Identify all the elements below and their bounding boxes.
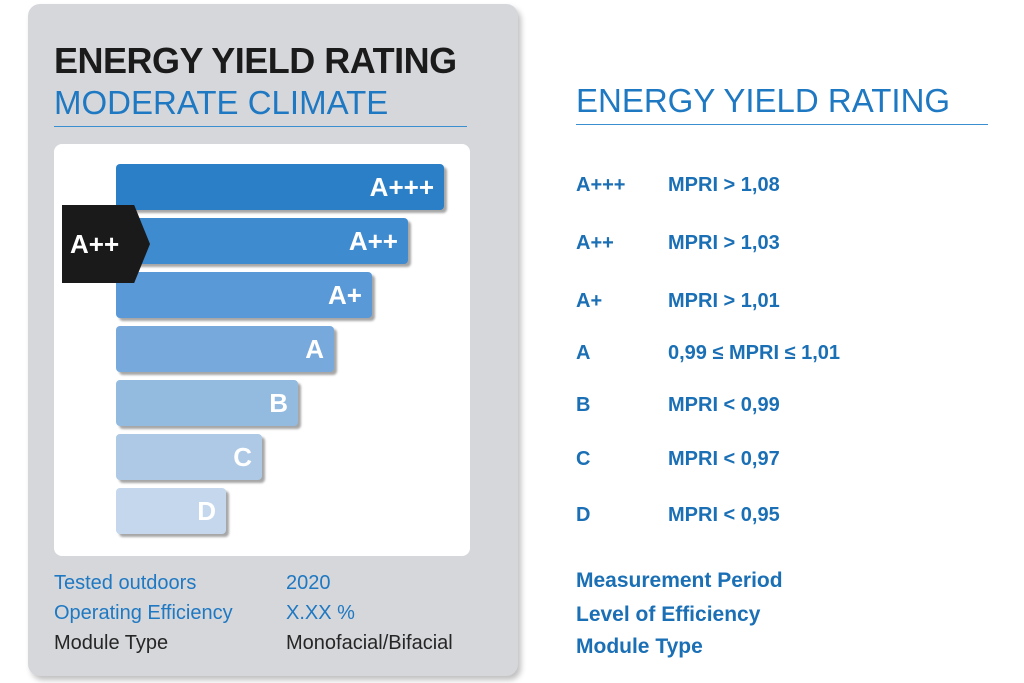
info-label: Module Type [54,632,169,654]
legend-threshold: MPRI < 0,97 [668,448,780,470]
legend-field-module-type: Module Type [576,635,703,658]
legend-grade: A++ [576,232,614,254]
rating-bar-d: D [116,488,226,534]
rating-bar-a: A [116,326,334,372]
rating-bar-a-plus-plus: A++ [116,218,408,264]
info-value: Monofacial/Bifacial [286,632,453,654]
rating-scale-panel: A+++ A++ A+ A B C D [54,144,470,556]
info-label: Operating Efficiency [54,602,233,624]
legend-threshold: MPRI > 1,08 [668,174,780,196]
legend-grade: D [576,504,591,526]
legend-threshold: MPRI > 1,01 [668,290,780,312]
legend-threshold: MPRI < 0,99 [668,394,780,416]
legend-field-level-of-efficiency: Level of Efficiency [576,603,761,626]
info-label: Tested outdoors [54,572,197,594]
legend-grade: A+++ [576,174,626,196]
legend-divider [576,124,988,125]
rating-bar-c: C [116,434,262,480]
legend-grade: B [576,394,591,416]
rating-bar-b: B [116,380,298,426]
rating-bar-a-plus-plus-plus: A+++ [116,164,444,210]
label-title: ENERGY YIELD RATING [54,40,457,81]
current-rating-arrow: A++ [62,205,150,283]
rating-bar-a-plus: A+ [116,272,372,318]
energy-label-card: ENERGY YIELD RATING MODERATE CLIMATE A++… [28,4,518,676]
legend-title: ENERGY YIELD RATING [576,82,951,119]
label-subtitle: MODERATE CLIMATE [54,84,389,121]
legend-threshold: MPRI > 1,03 [668,232,780,254]
title-divider [54,126,467,127]
legend-threshold: 0,99 ≤ MPRI ≤ 1,01 [668,342,841,364]
legend-field-measurement-period: Measurement Period [576,569,783,592]
info-value: X.XX % [286,602,355,624]
legend-grade: A [576,342,591,364]
info-value: 2020 [286,572,331,594]
legend-grade: A+ [576,290,603,312]
legend-threshold: MPRI < 0,95 [668,504,780,526]
legend-grade: C [576,448,591,470]
